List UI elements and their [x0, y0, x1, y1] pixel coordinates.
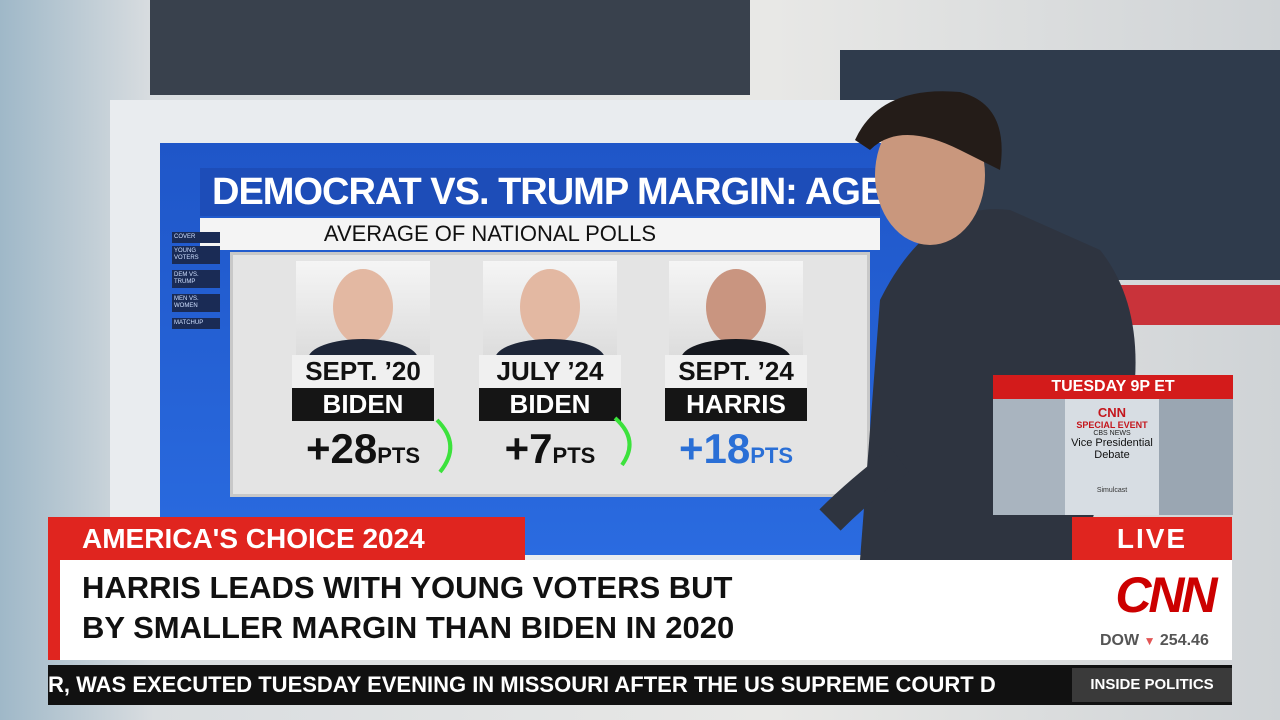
live-badge: LIVE	[1072, 517, 1232, 561]
suit	[681, 339, 791, 357]
menu-item[interactable]: YOUNG VOTERS	[172, 246, 220, 264]
margin-value: +28	[305, 425, 378, 472]
ticker: R, WAS EXECUTED TUESDAY EVENING IN MISSO…	[48, 665, 1232, 705]
studio-stripe	[1120, 285, 1280, 325]
margin-value: +7	[504, 425, 553, 472]
menu-item[interactable]: DEM VS. TRUMP	[172, 270, 220, 288]
candidate-name: HARRIS	[665, 388, 807, 421]
menu-item[interactable]: MATCHUP	[172, 318, 220, 329]
poll-panel: SEPT. ’24 HARRIS +18PTS	[661, 255, 811, 495]
monitor-wall	[150, 0, 750, 95]
margin-value: +18	[678, 425, 751, 472]
promo-portrait	[1159, 399, 1233, 515]
margin: +7PTS	[475, 425, 625, 473]
suit	[308, 339, 418, 357]
head	[520, 269, 580, 345]
promo: TUESDAY 9P ET CNN SPECIAL EVENT CBS NEWS…	[993, 375, 1233, 515]
margin: +28PTS	[288, 425, 438, 473]
telestrator-stroke	[435, 418, 453, 474]
portrait	[483, 261, 617, 357]
candidate-name: BIDEN	[479, 388, 621, 421]
market-change: 254.46	[1159, 632, 1209, 649]
panel-area: SEPT. ’20 BIDEN +28PTS JULY ’24 BIDEN +7…	[230, 252, 870, 497]
poll-panel: JULY ’24 BIDEN +7PTS	[475, 255, 625, 495]
promo-event: SPECIAL EVENT	[1076, 420, 1148, 430]
portrait	[296, 261, 430, 357]
ticker-text: R, WAS EXECUTED TUESDAY EVENING IN MISSO…	[48, 672, 996, 697]
menu-item[interactable]: COVER	[172, 232, 220, 243]
headline-line: BY SMALLER MARGIN THAN BIDEN IN 2020	[82, 610, 735, 645]
margin-unit: PTS	[750, 443, 794, 468]
market-index: DOW	[1100, 632, 1140, 649]
promo-partner: CBS NEWS	[1093, 430, 1131, 437]
promo-card: CNN SPECIAL EVENT CBS NEWS Vice Presiden…	[1067, 405, 1157, 494]
side-menu: COVER YOUNG VOTERS DEM VS. TRUMP MEN VS.…	[172, 232, 220, 337]
promo-time: TUESDAY 9P ET	[993, 375, 1233, 399]
promo-note: Simulcast	[1096, 487, 1128, 494]
poll-date: SEPT. ’20	[292, 355, 434, 388]
poll-date: SEPT. ’24	[665, 355, 807, 388]
head	[706, 269, 766, 345]
market: DOW ▼ 254.46	[1100, 632, 1209, 650]
network-logo: CNN	[1115, 567, 1217, 623]
promo-brand: CNN	[1097, 405, 1127, 420]
headline-line: HARRIS LEADS WITH YOUNG VOTERS BUT	[82, 570, 733, 605]
margin: +18PTS	[661, 425, 811, 473]
candidate-name: BIDEN	[292, 388, 434, 421]
portrait	[669, 261, 803, 357]
poll-date: JULY ’24	[479, 355, 621, 388]
presenter-hair	[855, 91, 1002, 170]
board-subtitle: AVERAGE OF NATIONAL POLLS	[200, 218, 880, 250]
promo-title: Vice Presidential Debate	[1071, 437, 1153, 461]
show-name: INSIDE POLITICS	[1072, 668, 1232, 702]
head	[333, 269, 393, 345]
promo-portrait	[993, 399, 1065, 515]
margin-unit: PTS	[552, 443, 596, 468]
margin-unit: PTS	[377, 443, 421, 468]
telestrator-stroke	[613, 416, 632, 467]
presenter-arm	[819, 448, 910, 531]
board-title: DEMOCRAT VS. TRUMP MARGIN: AGE 18-29	[200, 168, 880, 216]
poll-panel: SEPT. ’20 BIDEN +28PTS	[288, 255, 438, 495]
down-arrow: ▼	[1143, 634, 1156, 648]
menu-item[interactable]: MEN VS. WOMEN	[172, 294, 220, 312]
headline-box: HARRIS LEADS WITH YOUNG VOTERS BUT BY SM…	[48, 560, 1232, 660]
lower-third-tag: AMERICA'S CHOICE 2024	[48, 517, 525, 561]
suit	[495, 339, 605, 357]
